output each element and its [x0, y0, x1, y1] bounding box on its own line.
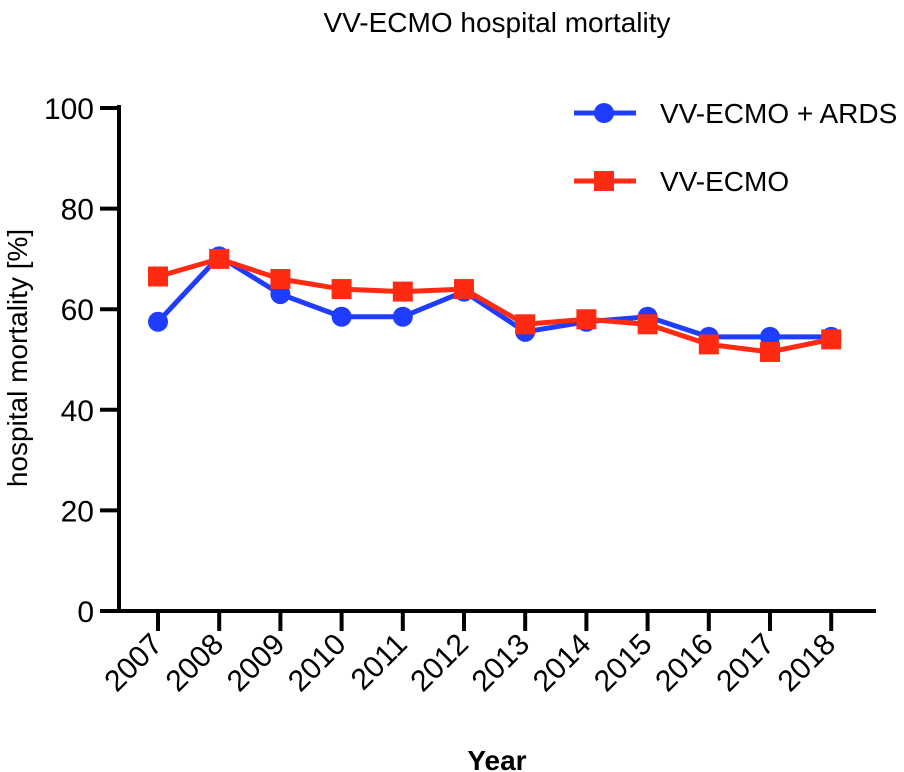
- x-tick-label: 2007: [98, 628, 169, 699]
- series-1: [148, 248, 842, 362]
- y-tick-label: 60: [61, 294, 94, 327]
- x-tick-label: 2008: [160, 628, 231, 699]
- x-axis-label: Year: [467, 745, 526, 772]
- series-layer: [148, 246, 842, 362]
- legend-item: VV-ECMO: [574, 166, 789, 197]
- y-tick-label: 20: [61, 495, 94, 528]
- x-tick-label: 2009: [221, 628, 292, 699]
- x-tick-label: 2010: [282, 628, 353, 699]
- data-point: [821, 329, 842, 350]
- series-line: [157, 256, 832, 355]
- data-point: [331, 306, 352, 327]
- data-point: [698, 334, 719, 355]
- y-axis-label: hospital mortality [%]: [2, 229, 33, 487]
- data-point: [392, 281, 413, 302]
- x-ticks: 2007200820092010201120122013201420152016…: [98, 611, 842, 698]
- data-point: [331, 279, 352, 300]
- data-point: [270, 269, 291, 290]
- x-tick-label: 2015: [588, 628, 659, 699]
- legend-item: VV-ECMO + ARDS: [574, 98, 897, 129]
- data-point: [148, 266, 168, 287]
- data-point: [454, 279, 474, 300]
- data-point: [209, 248, 230, 269]
- data-point: [760, 341, 780, 362]
- data-point: [576, 309, 597, 330]
- y-tick-label: 40: [61, 395, 94, 428]
- data-point: [760, 326, 780, 347]
- data-point: [515, 314, 536, 335]
- x-tick-label: 2011: [345, 628, 414, 697]
- x-tick-label: 2016: [649, 628, 720, 699]
- x-tick-label: 2017: [710, 628, 781, 699]
- data-point: [148, 311, 168, 332]
- y-tick-label: 100: [44, 93, 94, 126]
- legend: VV-ECMO + ARDS VV-ECMO: [574, 98, 897, 197]
- legend-swatch-marker: [594, 103, 614, 123]
- legend-swatch-marker: [594, 171, 614, 191]
- x-tick-label: 2018: [772, 628, 843, 699]
- x-tick-label: 2014: [527, 628, 598, 699]
- axes: [117, 105, 876, 613]
- data-point: [637, 314, 658, 335]
- x-tick-label: 2013: [466, 628, 537, 699]
- series-0: [148, 246, 842, 347]
- data-point: [270, 284, 291, 305]
- y-ticks: 0 20 40 60 80 100: [44, 93, 119, 629]
- legend-label: VV-ECMO + ARDS: [660, 98, 897, 129]
- series-line: [156, 253, 832, 340]
- chart-title: VV-ECMO hospital mortality: [324, 7, 671, 38]
- data-point: [392, 306, 413, 327]
- legend-label: VV-ECMO: [660, 166, 789, 197]
- y-tick-label: 80: [61, 194, 94, 227]
- y-tick-label: 0: [77, 596, 94, 629]
- x-tick-label: 2012: [404, 628, 475, 699]
